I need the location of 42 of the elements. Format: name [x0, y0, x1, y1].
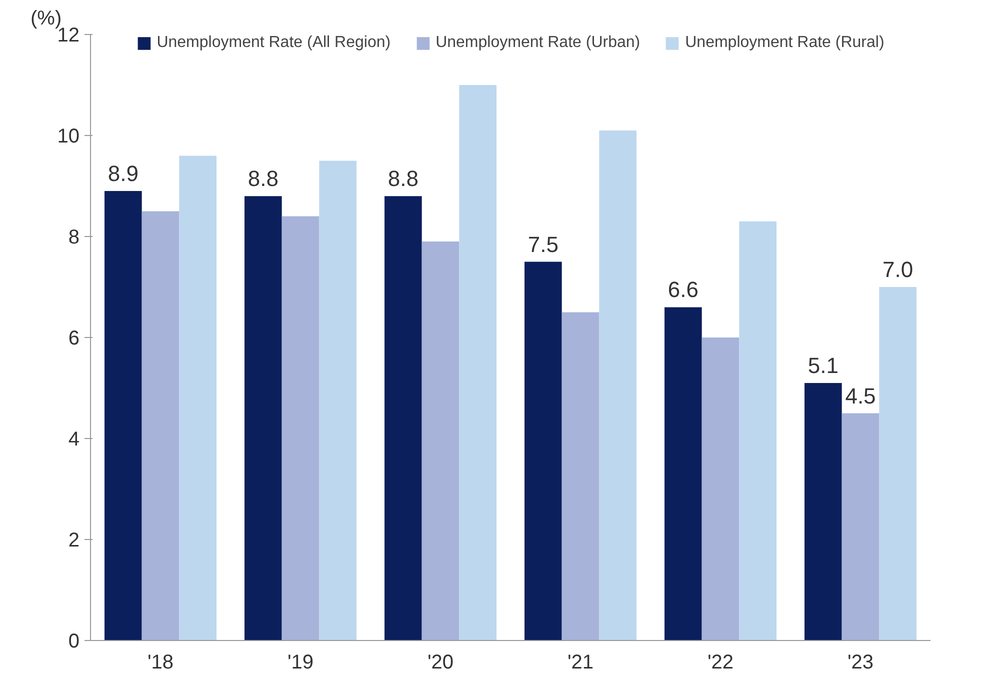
data-label: 8.8 [388, 166, 418, 192]
x-tick-label: '20 [427, 652, 454, 674]
bar [879, 287, 916, 640]
y-tick-label: 4 [68, 428, 80, 450]
data-label: 6.6 [668, 277, 698, 302]
bar [702, 338, 740, 640]
y-tick-label: 2 [68, 530, 80, 552]
bar [739, 221, 776, 640]
bar [842, 413, 880, 640]
data-label: 4.5 [845, 383, 876, 408]
bar [384, 196, 422, 640]
bar [459, 85, 496, 640]
bar [804, 382, 842, 640]
y-axis-title: (%) [30, 8, 62, 30]
bar [179, 156, 216, 640]
y-tick-label: 6 [68, 328, 80, 350]
y-tick-label: 8 [68, 226, 80, 248]
data-label: 7.0 [882, 257, 914, 282]
x-tick-label: '19 [287, 652, 314, 674]
bar [422, 242, 460, 640]
data-label: 5.1 [808, 352, 838, 378]
bar [319, 160, 356, 640]
data-label: 7.5 [528, 232, 558, 257]
x-tick-label: '22 [707, 652, 734, 674]
legend-label: Unemployment Rate (Urban) [436, 34, 640, 52]
x-tick-label: '23 [847, 652, 874, 674]
bar [244, 196, 282, 640]
legend-label: Unemployment Rate (All Region) [156, 34, 391, 52]
bar [562, 312, 600, 640]
data-label: 8.9 [108, 161, 138, 186]
x-tick-label: '21 [567, 652, 594, 674]
bar [142, 211, 180, 640]
y-tick-label: 0 [68, 630, 80, 652]
bar [524, 262, 562, 640]
bar [599, 130, 636, 640]
bar [664, 307, 702, 640]
bar [282, 216, 320, 640]
legend-label: Unemployment Rate (Rural) [685, 34, 884, 52]
bar [104, 191, 142, 640]
x-tick-label: '18 [147, 652, 174, 674]
data-label: 8.8 [248, 166, 278, 192]
y-tick-label: 10 [57, 126, 80, 148]
